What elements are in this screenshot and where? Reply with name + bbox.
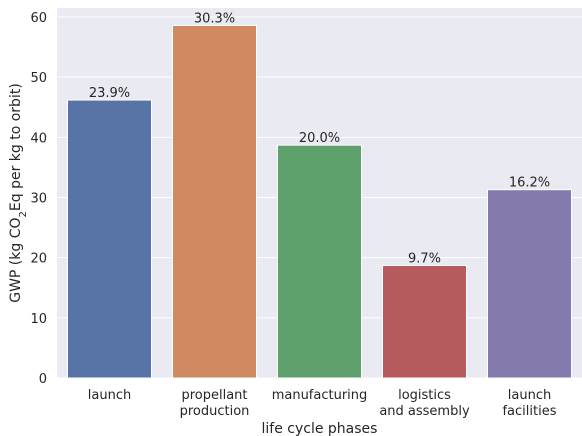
- bar: [277, 144, 362, 379]
- y-axis-label-suffix: Eq per kg to orbit): [8, 83, 24, 211]
- x-tick-label-line: logistics: [398, 388, 451, 403]
- x-tick-label-line: facilities: [502, 404, 556, 419]
- x-tick-label-line: and assembly: [379, 404, 470, 419]
- bar-value-label: 23.9%: [89, 86, 130, 101]
- x-tick-label: launch: [88, 388, 131, 403]
- x-tick-label: propellant production: [180, 388, 250, 419]
- bar: [382, 264, 467, 379]
- x-tick-label-line: launch: [88, 388, 131, 403]
- y-axis-label-prefix: GWP (kg CO: [8, 217, 24, 302]
- x-axis-label: life cycle phases: [262, 421, 378, 436]
- y-tick-label: 20: [30, 252, 47, 267]
- bar-value-label: 20.0%: [299, 131, 340, 146]
- x-tick-label: launch facilities: [502, 388, 556, 419]
- y-tick-label: 50: [30, 71, 47, 86]
- bar-value-label: 9.7%: [408, 251, 441, 266]
- bar: [67, 99, 152, 379]
- y-tick-label: 40: [30, 131, 47, 146]
- x-tick-label-line: launch: [508, 388, 551, 403]
- bar-value-label: 30.3%: [194, 11, 235, 26]
- y-axis-label: GWP (kg CO2Eq per kg to orbit): [8, 83, 29, 303]
- x-tick-label-line: propellant: [181, 388, 247, 403]
- x-tick-label-line: manufacturing: [272, 388, 368, 403]
- data-labels: 23.9% 30.3% 20.0% 9.7% 16.2%: [89, 11, 550, 266]
- bar: [172, 24, 257, 379]
- y-tick-label: 10: [30, 312, 47, 327]
- y-tick-label: 30: [30, 192, 47, 207]
- y-tick-label: 60: [30, 11, 47, 26]
- x-tick-label: manufacturing: [272, 388, 368, 403]
- y-axis-ticks: 0 10 20 30 40 50 60: [30, 11, 47, 387]
- x-tick-label: logistics and assembly: [379, 388, 470, 419]
- y-axis-label-subscript: 2: [18, 211, 29, 217]
- x-axis-ticks: launch propellant production manufacturing l…: [88, 388, 557, 419]
- bars: [67, 24, 572, 379]
- y-tick-label: 0: [39, 372, 47, 387]
- bar-value-label: 16.2%: [509, 176, 550, 191]
- x-tick-label-line: production: [180, 404, 250, 419]
- bar: [487, 189, 572, 379]
